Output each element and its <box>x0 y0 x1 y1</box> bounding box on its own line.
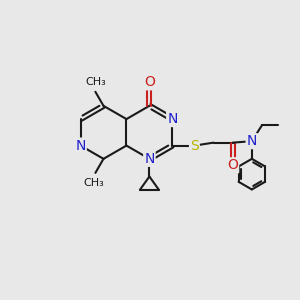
Text: N: N <box>247 134 257 148</box>
Text: N: N <box>144 152 154 166</box>
Text: N: N <box>167 112 178 126</box>
Text: O: O <box>144 75 155 89</box>
Text: S: S <box>190 139 199 153</box>
Text: O: O <box>227 158 238 172</box>
Text: CH₃: CH₃ <box>84 178 104 188</box>
Text: N: N <box>75 139 86 153</box>
Text: CH₃: CH₃ <box>85 76 106 86</box>
